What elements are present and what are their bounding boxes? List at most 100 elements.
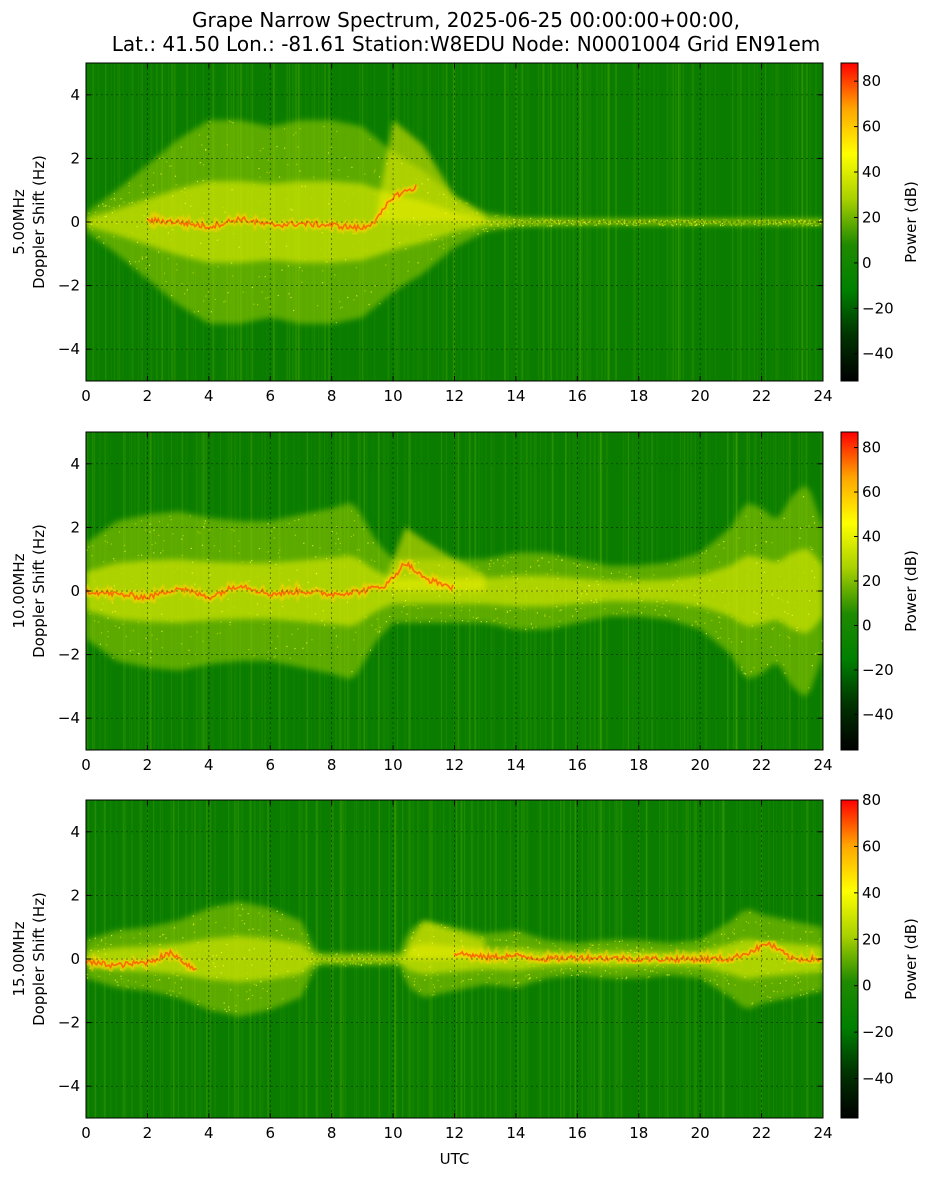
speckle bbox=[461, 209, 463, 211]
speckle bbox=[287, 954, 290, 956]
speckle bbox=[203, 969, 205, 971]
speckle bbox=[241, 257, 243, 259]
speckle bbox=[460, 981, 462, 983]
speckle bbox=[710, 953, 712, 955]
speckle bbox=[261, 291, 263, 293]
speckle bbox=[370, 649, 372, 651]
y-tick-label: −2 bbox=[58, 646, 80, 664]
speckle bbox=[192, 561, 194, 563]
speckle bbox=[803, 220, 805, 222]
speckle bbox=[765, 541, 767, 543]
speckle bbox=[267, 551, 269, 553]
speckle bbox=[88, 546, 90, 548]
speckle bbox=[516, 938, 518, 940]
speckle bbox=[374, 285, 376, 287]
speckle bbox=[506, 611, 509, 613]
speckle bbox=[802, 496, 805, 498]
speckle bbox=[525, 975, 527, 977]
speckle bbox=[551, 222, 553, 225]
speckle bbox=[446, 197, 448, 199]
speckle bbox=[720, 627, 722, 629]
speckle bbox=[656, 971, 658, 974]
speckle bbox=[156, 638, 158, 640]
speckle bbox=[103, 948, 105, 950]
speckle bbox=[107, 631, 109, 633]
speckle bbox=[704, 220, 706, 222]
speckle bbox=[677, 219, 680, 221]
speckle bbox=[107, 636, 109, 638]
speckle bbox=[153, 205, 155, 207]
speckle bbox=[687, 607, 689, 609]
speckle bbox=[301, 933, 303, 935]
speckle bbox=[787, 613, 789, 615]
speckle bbox=[505, 587, 507, 589]
speckle bbox=[214, 966, 216, 968]
speckle bbox=[104, 596, 106, 598]
speckle bbox=[170, 519, 172, 521]
speckle bbox=[566, 225, 568, 227]
speckle bbox=[364, 616, 366, 618]
speckle bbox=[682, 219, 685, 222]
speckle bbox=[439, 194, 441, 196]
speckle bbox=[527, 963, 529, 965]
speckle bbox=[270, 247, 273, 249]
speckle bbox=[719, 621, 721, 623]
speckle bbox=[293, 612, 295, 614]
speckle bbox=[370, 291, 372, 293]
speckle bbox=[427, 234, 429, 236]
speckle bbox=[213, 962, 215, 964]
speckle bbox=[724, 223, 726, 226]
speckle bbox=[298, 583, 300, 585]
speckle bbox=[680, 224, 682, 226]
speckle bbox=[753, 984, 756, 986]
speckle bbox=[135, 981, 137, 983]
speckle bbox=[642, 948, 644, 950]
speckle bbox=[405, 949, 407, 951]
speckle bbox=[288, 579, 290, 581]
speckle bbox=[359, 560, 361, 562]
speckle bbox=[102, 203, 104, 205]
speckle bbox=[735, 224, 737, 227]
speckle bbox=[807, 224, 809, 226]
speckle bbox=[338, 169, 340, 171]
speckle bbox=[558, 222, 560, 224]
speckle bbox=[784, 221, 787, 223]
speckle bbox=[564, 222, 566, 224]
colorbar-tick-label: 0 bbox=[862, 254, 872, 272]
speckle bbox=[201, 544, 204, 546]
speckle bbox=[550, 218, 552, 220]
speckle bbox=[735, 224, 737, 226]
speckle bbox=[693, 580, 695, 582]
speckle bbox=[758, 589, 760, 591]
colorbar-tick-label: 60 bbox=[862, 118, 881, 136]
speckle bbox=[719, 221, 721, 223]
speckle bbox=[630, 576, 632, 578]
speckle bbox=[550, 225, 553, 227]
speckle bbox=[605, 223, 607, 225]
speckle bbox=[623, 221, 625, 223]
speckle bbox=[89, 223, 91, 225]
speckle bbox=[159, 936, 161, 938]
speckle bbox=[270, 1006, 272, 1008]
speckle bbox=[208, 250, 210, 252]
speckle bbox=[730, 224, 732, 226]
speckle bbox=[335, 954, 337, 956]
speckle bbox=[751, 1003, 753, 1005]
speckle bbox=[302, 584, 304, 586]
speckle bbox=[498, 981, 500, 983]
speckle bbox=[764, 932, 766, 934]
speckle bbox=[675, 223, 678, 225]
speckle bbox=[785, 958, 787, 960]
speckle bbox=[642, 598, 644, 600]
speckle bbox=[497, 559, 499, 561]
speckle bbox=[310, 197, 312, 199]
speckle bbox=[722, 591, 724, 593]
speckle bbox=[577, 221, 579, 223]
speckle bbox=[492, 620, 495, 622]
speckle bbox=[767, 221, 769, 223]
speckle bbox=[486, 230, 488, 232]
speckle bbox=[169, 197, 171, 199]
speckle bbox=[615, 971, 617, 973]
speckle bbox=[494, 939, 496, 941]
speckle bbox=[797, 977, 799, 979]
